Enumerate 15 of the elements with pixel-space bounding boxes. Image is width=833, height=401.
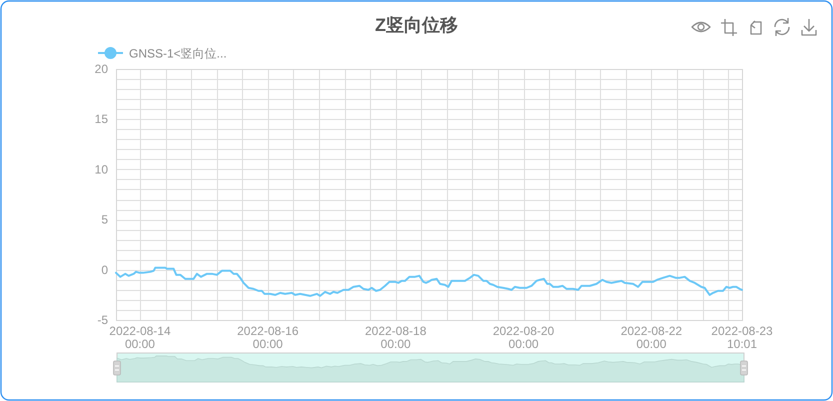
x-tick-label: 2022-08-22 00:00 [620,324,682,352]
y-tick-label: 20 [94,62,108,76]
x-tick-label: 2022-08-20 00:00 [492,324,555,352]
chart-title: Z竖向位移 [375,15,458,35]
x-tick-label: 2022-08-14 00:00 [109,324,171,352]
y-tick-label: 0 [101,262,108,277]
x-tick-label: 2022-08-23 10:01 [711,324,774,352]
x-tick-label: 2022-08-16 00:00 [237,324,299,352]
y-tick-label: -5 [97,313,108,327]
legend-label: GNSS-1<竖向位... [129,46,227,60]
y-tick-label: 10 [94,162,108,176]
y-tick-label: 15 [94,112,108,126]
y-tick-label: 5 [101,212,108,227]
x-tick-label: 2022-08-18 00:00 [364,324,427,352]
line-series [115,266,743,297]
